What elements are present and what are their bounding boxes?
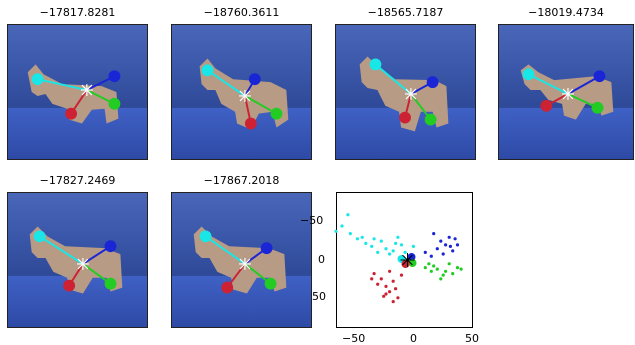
horse-photo-5 (7, 192, 148, 328)
scatter-point-green-1 (429, 269, 433, 273)
scatter-point-blue-9 (448, 244, 452, 248)
scatter-point-red-0 (372, 272, 376, 276)
scatter-point-red-13 (384, 292, 388, 296)
horse-photo-2 (171, 24, 312, 160)
scatter-point-green-3 (441, 273, 445, 277)
panel-score-3: −18565.7187 (367, 6, 444, 19)
scatter-point-green-11 (444, 269, 448, 273)
scatter-point-cyan-12 (403, 250, 407, 254)
result-panel-2: −18760.3611 (171, 6, 312, 160)
scatter-plot: −50 0 50 −50 0 50 (300, 192, 479, 345)
scatter-point-red-8 (376, 282, 380, 286)
scatter-point-cyan-16 (360, 235, 364, 239)
scatter-point-red-11 (370, 277, 374, 281)
panel-score-2: −18760.3611 (203, 6, 280, 19)
panel-score-4: −18019.4734 (528, 6, 604, 19)
y-tick-label-1: −50 (300, 214, 324, 227)
scatter-point-cyan-0 (334, 229, 338, 233)
scatter-point-green-6 (455, 266, 460, 270)
panel-score-5: −17827.2469 (39, 174, 116, 187)
pose-overlay-5 (29, 226, 123, 294)
scatter-point-cyan-7 (379, 239, 383, 243)
x-tick-label-1: −50 (342, 332, 366, 345)
scatter-svg (334, 192, 473, 328)
scatter-point-cyan-3 (355, 237, 359, 241)
scatter-point-blue-10 (423, 250, 427, 254)
horse-photo-4 (498, 24, 634, 160)
scatter-point-red-3 (388, 290, 392, 294)
scatter-point-blue-6 (441, 252, 445, 256)
y-tick-label-3: 50 (312, 290, 326, 303)
scatter-point-blue-4 (451, 249, 455, 253)
scatter-point-red-1 (379, 277, 383, 281)
x-tick-label-2: 0 (410, 332, 417, 345)
scatter-point-cyan-1 (340, 224, 344, 228)
pose-overlay-3 (359, 56, 449, 132)
scatter-point-cyan-19 (394, 241, 398, 245)
scatter-point-blue-8 (455, 243, 460, 247)
center-star-line-3 (402, 254, 413, 266)
scatter-point-red-4 (391, 279, 395, 283)
scatter-point-cyan-17 (348, 232, 352, 236)
scatter-point-red-9 (399, 273, 404, 277)
scatter-point-cyan-10 (396, 235, 400, 239)
scatter-point-red-10 (388, 269, 392, 273)
scatter-point-blue-3 (447, 235, 451, 239)
scatter-point-green-5 (451, 272, 455, 276)
horse-photo-6 (171, 192, 312, 328)
scatter-point-blue-1 (439, 239, 443, 243)
scatter-point-cyan-11 (399, 243, 404, 247)
scatter-point-blue-2 (444, 243, 448, 247)
pose-overlay-4 (520, 64, 614, 120)
scatter-point-red-6 (394, 287, 398, 291)
result-panel-6: −17867.2018 (171, 174, 312, 328)
center-blob-blue (407, 253, 416, 261)
scatter-point-green-7 (439, 277, 443, 281)
scatter-point-cyan-4 (364, 241, 368, 245)
scatter-point-cyan-6 (372, 237, 376, 241)
horse-photo-1 (7, 24, 148, 160)
scatter-point-red-5 (396, 296, 400, 300)
scatter-point-blue-11 (429, 254, 433, 258)
scatter-point-green-8 (432, 264, 436, 268)
x-tick-label-3: 50 (465, 332, 479, 345)
y-tick-label-2: 0 (318, 253, 325, 266)
result-panel-4: −18019.4734 (498, 6, 634, 160)
result-panel-1: −17817.8281 (7, 6, 148, 160)
scatter-point-red-2 (384, 284, 388, 288)
pose-overlay-2 (199, 58, 289, 130)
scatter-point-red-7 (382, 294, 386, 298)
scatter-point-green-9 (459, 267, 463, 271)
scatter-point-green-0 (423, 266, 427, 270)
scatter-point-blue-0 (432, 232, 436, 236)
horse-photo-3 (335, 24, 476, 160)
scatter-point-cyan-2 (346, 213, 350, 217)
scatter-point-cyan-9 (391, 249, 395, 253)
panel-score-6: −17867.2018 (203, 174, 280, 187)
scatter-point-green-4 (447, 262, 451, 266)
scatter-point-cyan-14 (388, 252, 392, 256)
scatter-point-blue-7 (435, 247, 439, 251)
pose-overlay-1 (27, 64, 121, 124)
scatter-point-cyan-5 (370, 244, 374, 248)
result-panel-5: −17827.2469 (7, 174, 148, 328)
scatter-point-green-2 (435, 267, 439, 271)
scatter-point-cyan-18 (411, 244, 415, 248)
scatter-point-blue-5 (453, 237, 457, 241)
scatter-point-red-12 (391, 300, 395, 304)
panel-score-1: −17817.8281 (39, 6, 116, 19)
pose-overlay-6 (193, 226, 287, 294)
result-panel-3: −18565.7187 (335, 6, 476, 160)
scatter-point-cyan-8 (384, 247, 388, 251)
scatter-point-green-10 (427, 262, 431, 266)
center-blob-green (408, 259, 417, 267)
scatter-point-cyan-15 (376, 250, 380, 254)
